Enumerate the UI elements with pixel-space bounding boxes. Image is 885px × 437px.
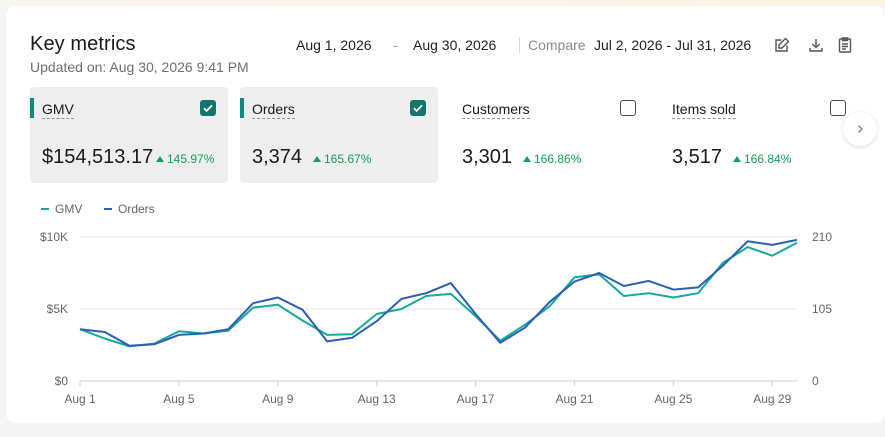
- y-left-tick-label: $0: [55, 374, 69, 388]
- metric-value: 3,517: [672, 146, 723, 168]
- x-tick-label: Aug 29: [753, 392, 791, 406]
- x-tick-label: Aug 21: [555, 392, 593, 406]
- x-tick-label: Aug 5: [163, 392, 195, 406]
- metric-tile-orders[interactable]: Orders 3,374 165.67%: [240, 87, 438, 183]
- download-icon[interactable]: [807, 36, 825, 54]
- legend-swatch: [104, 208, 112, 210]
- compare-range[interactable]: Jul 2, 2026 - Jul 31, 2026: [594, 37, 752, 53]
- y-right-tick-label: 0: [812, 374, 819, 388]
- metric-label: GMV: [42, 101, 74, 119]
- metric-value: $154,513.17: [42, 146, 154, 168]
- metric-change: 166.86%: [523, 152, 581, 166]
- card-title: Key metrics: [30, 33, 136, 55]
- chevron-right-icon: [857, 124, 864, 134]
- legend-label: Orders: [118, 202, 155, 216]
- checkbox-unchecked-icon[interactable]: [620, 100, 636, 116]
- x-tick-label: Aug 13: [358, 392, 396, 406]
- metric-accent-bar: [30, 98, 34, 118]
- date-range-dash: -: [393, 37, 398, 53]
- metric-value: 3,301: [462, 146, 513, 168]
- legend-item-orders[interactable]: Orders: [104, 202, 155, 216]
- updated-timestamp: Updated on: Aug 30, 2026 9:41 PM: [30, 59, 249, 75]
- legend-swatch: [41, 208, 49, 210]
- metric-change-value: 166.86%: [534, 152, 582, 166]
- metric-accent-bar: [240, 98, 244, 118]
- metric-tile-customers[interactable]: Customers 3,301 166.86%: [450, 87, 648, 183]
- y-right-tick-label: 105: [812, 302, 832, 316]
- up-arrow-icon: [156, 156, 164, 162]
- metric-change-value: 166.84%: [744, 152, 792, 166]
- metric-label: Items sold: [672, 101, 736, 119]
- x-tick-label: Aug 1: [64, 392, 96, 406]
- metric-change-value: 145.97%: [167, 152, 215, 166]
- metric-value: 3,374: [252, 146, 303, 168]
- date-range-divider: [519, 37, 520, 53]
- top-banner-strip: [0, 0, 885, 6]
- metric-change-value: 165.67%: [324, 152, 372, 166]
- date-range-start[interactable]: Aug 1, 2026: [296, 37, 372, 53]
- y-right-tick-label: 210: [812, 230, 832, 244]
- date-range-end[interactable]: Aug 30, 2026: [413, 37, 497, 53]
- compare-label: Compare: [528, 37, 586, 53]
- metric-tile-items-sold[interactable]: Items sold 3,517 166.84%: [660, 87, 858, 183]
- metric-label: Orders: [252, 101, 295, 119]
- checkbox-checked-icon[interactable]: [200, 100, 216, 116]
- x-tick-label: Aug 25: [654, 392, 692, 406]
- legend-label: GMV: [55, 202, 83, 216]
- x-tick-label: Aug 17: [457, 392, 495, 406]
- x-tick-label: Aug 9: [262, 392, 294, 406]
- clipboard-icon[interactable]: [836, 36, 854, 54]
- y-left-tick-label: $10K: [40, 230, 68, 244]
- key-metrics-card: Key metrics Updated on: Aug 30, 2026 9:4…: [6, 6, 885, 423]
- metric-tile-gmv[interactable]: GMV $154,513.17 145.97%: [30, 87, 228, 183]
- checkbox-checked-icon[interactable]: [410, 100, 426, 116]
- legend-item-gmv[interactable]: GMV: [41, 202, 82, 216]
- metric-change: 166.84%: [733, 152, 791, 166]
- up-arrow-icon: [313, 156, 321, 162]
- series-line-orders: [79, 238, 798, 347]
- series-line-gmv: [79, 241, 798, 348]
- metric-label: Customers: [462, 101, 530, 119]
- y-left-tick-label: $5K: [47, 302, 68, 316]
- up-arrow-icon: [523, 156, 531, 162]
- metric-change: 145.97%: [156, 152, 214, 166]
- metric-change: 165.67%: [313, 152, 371, 166]
- next-metrics-button[interactable]: [843, 112, 877, 146]
- checkbox-unchecked-icon[interactable]: [830, 100, 846, 116]
- up-arrow-icon: [733, 156, 741, 162]
- edit-icon[interactable]: [773, 36, 791, 54]
